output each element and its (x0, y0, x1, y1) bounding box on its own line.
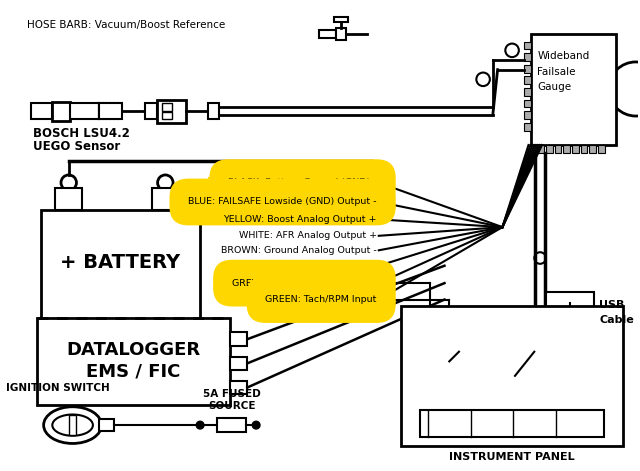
Bar (572, 145, 579, 153)
Text: INSTRUMENT PANEL: INSTRUMENT PANEL (449, 452, 575, 462)
Bar (589, 145, 596, 153)
Text: BLACK: Battery Ground (GND) -: BLACK: Battery Ground (GND) - (228, 178, 377, 187)
Bar (578, 311, 586, 319)
Bar (218, 418, 246, 432)
Bar (208, 104, 220, 119)
Text: IGNITION SWITCH: IGNITION SWITCH (6, 383, 110, 393)
Bar (524, 99, 531, 107)
Text: USB: USB (599, 300, 625, 309)
Text: 5A FUSED: 5A FUSED (203, 390, 261, 399)
Text: RED: Switched 12V Power: RED: Switched 12V Power (254, 261, 377, 270)
Bar (420, 410, 604, 437)
Text: WHITE: AFR Analog Output +: WHITE: AFR Analog Output + (239, 231, 377, 240)
Text: GREY: Dash/Instrument  Lights: GREY: Dash/Instrument Lights (232, 279, 377, 288)
Text: Failsale: Failsale (537, 67, 576, 77)
Bar (319, 30, 336, 38)
Bar (524, 123, 531, 130)
Bar (68, 415, 76, 435)
Text: SOURCE: SOURCE (208, 401, 256, 411)
Bar (546, 292, 594, 355)
Bar (99, 104, 122, 119)
Circle shape (176, 199, 191, 215)
Bar (401, 306, 623, 447)
Bar (145, 104, 157, 119)
Bar (70, 104, 99, 119)
Bar (31, 104, 52, 119)
Bar (546, 145, 553, 153)
Text: UEGO Sensor: UEGO Sensor (33, 140, 120, 153)
Bar (230, 333, 248, 346)
Bar (163, 104, 172, 111)
Bar (524, 76, 531, 84)
Text: Wideband: Wideband (537, 51, 589, 61)
Text: Gauge: Gauge (537, 82, 572, 92)
Bar (52, 102, 70, 121)
Bar (334, 16, 348, 22)
Bar (208, 196, 377, 208)
Bar (524, 65, 531, 73)
Text: YELLOW: Boost Analog Output +: YELLOW: Boost Analog Output + (223, 215, 377, 224)
Bar (531, 34, 616, 145)
Text: EMS / FIC: EMS / FIC (86, 362, 180, 380)
Text: BROWN: Ground Analog Output -: BROWN: Ground Analog Output - (221, 246, 377, 255)
Bar (555, 145, 561, 153)
Bar (41, 210, 200, 335)
Bar (524, 111, 531, 119)
Bar (524, 53, 531, 61)
Bar (230, 357, 248, 370)
Bar (580, 145, 588, 153)
Bar (157, 99, 186, 123)
Text: BLUE: FAILSAFE Lowside (GND) Output -: BLUE: FAILSAFE Lowside (GND) Output - (188, 197, 377, 206)
Text: GREEN: Tach/RPM Input: GREEN: Tach/RPM Input (266, 295, 377, 304)
Text: HOSE BARB: Vacuum/Boost Reference: HOSE BARB: Vacuum/Boost Reference (28, 20, 225, 31)
Bar (37, 318, 230, 405)
Bar (99, 419, 114, 431)
Bar (55, 188, 83, 210)
Bar (152, 188, 179, 210)
Circle shape (252, 421, 260, 429)
Bar (230, 381, 248, 394)
Text: BOSCH LSU4.2: BOSCH LSU4.2 (33, 127, 130, 140)
Bar (208, 177, 377, 188)
Bar (524, 88, 531, 96)
Bar (163, 112, 172, 119)
Bar (563, 145, 570, 153)
Bar (336, 28, 346, 40)
Text: Cable: Cable (599, 315, 634, 325)
Text: + BATTERY: + BATTERY (60, 253, 180, 272)
Bar (524, 41, 531, 49)
Bar (537, 145, 544, 153)
Text: DATALOGGER: DATALOGGER (67, 341, 200, 359)
Circle shape (196, 421, 204, 429)
Bar (598, 145, 605, 153)
